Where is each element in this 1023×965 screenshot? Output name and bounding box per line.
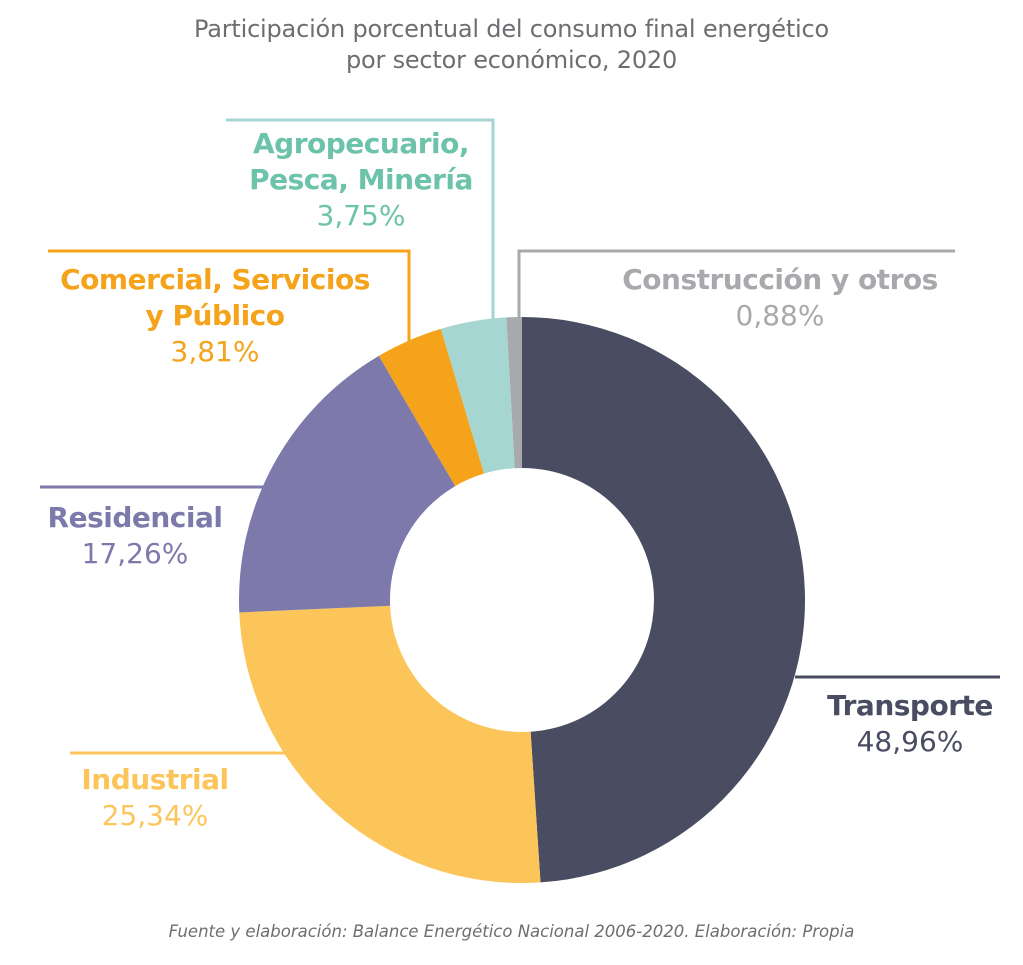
label-comercial: Comercial, Servicios y Público 3,81% xyxy=(40,262,390,370)
label-industrial: Industrial 25,34% xyxy=(65,762,245,834)
leader-line-comercial xyxy=(48,249,411,346)
donut-slices xyxy=(239,317,805,883)
label-comercial-name-1: Comercial, Servicios xyxy=(60,263,370,296)
label-industrial-value: 25,34% xyxy=(101,799,209,832)
label-industrial-name: Industrial xyxy=(81,763,229,796)
slice-industrial xyxy=(239,605,541,883)
label-residencial: Residencial 17,26% xyxy=(30,500,240,572)
leader-line-agro xyxy=(226,118,495,322)
label-construccion-value: 0,88% xyxy=(735,299,825,332)
slice-residencial xyxy=(239,355,456,613)
label-agro-name-1: Agropecuario, xyxy=(253,127,470,160)
label-transporte: Transporte 48,96% xyxy=(815,688,1005,760)
chart-title-line-2: por sector económico, 2020 xyxy=(345,46,678,74)
slice-agro xyxy=(440,317,515,474)
label-comercial-name-2: y Público xyxy=(145,299,285,332)
label-construccion: Construcción y otros 0,88% xyxy=(600,262,960,334)
label-comercial-value: 3,81% xyxy=(170,335,260,368)
slice-comercial xyxy=(378,328,485,487)
label-agro-value: 3,75% xyxy=(316,199,406,232)
label-agro-name-2: Pesca, Minería xyxy=(249,163,473,196)
slice-transporte xyxy=(522,317,805,883)
label-residencial-name: Residencial xyxy=(47,501,223,534)
slice-construccion xyxy=(506,317,522,469)
label-construccion-name: Construcción y otros xyxy=(622,263,938,296)
chart-title: Participación porcentual del consumo fin… xyxy=(0,14,1023,76)
label-residencial-value: 17,26% xyxy=(81,537,189,570)
source-note: Fuente y elaboración: Balance Energético… xyxy=(168,922,855,941)
leader-line-construccion xyxy=(517,249,955,320)
leader-lines xyxy=(40,118,1000,755)
label-transporte-name: Transporte xyxy=(827,689,993,722)
label-agro: Agropecuario, Pesca, Minería 3,75% xyxy=(226,126,496,234)
chart-title-line-1: Participación porcentual del consumo fin… xyxy=(194,15,829,43)
label-transporte-value: 48,96% xyxy=(856,725,964,758)
